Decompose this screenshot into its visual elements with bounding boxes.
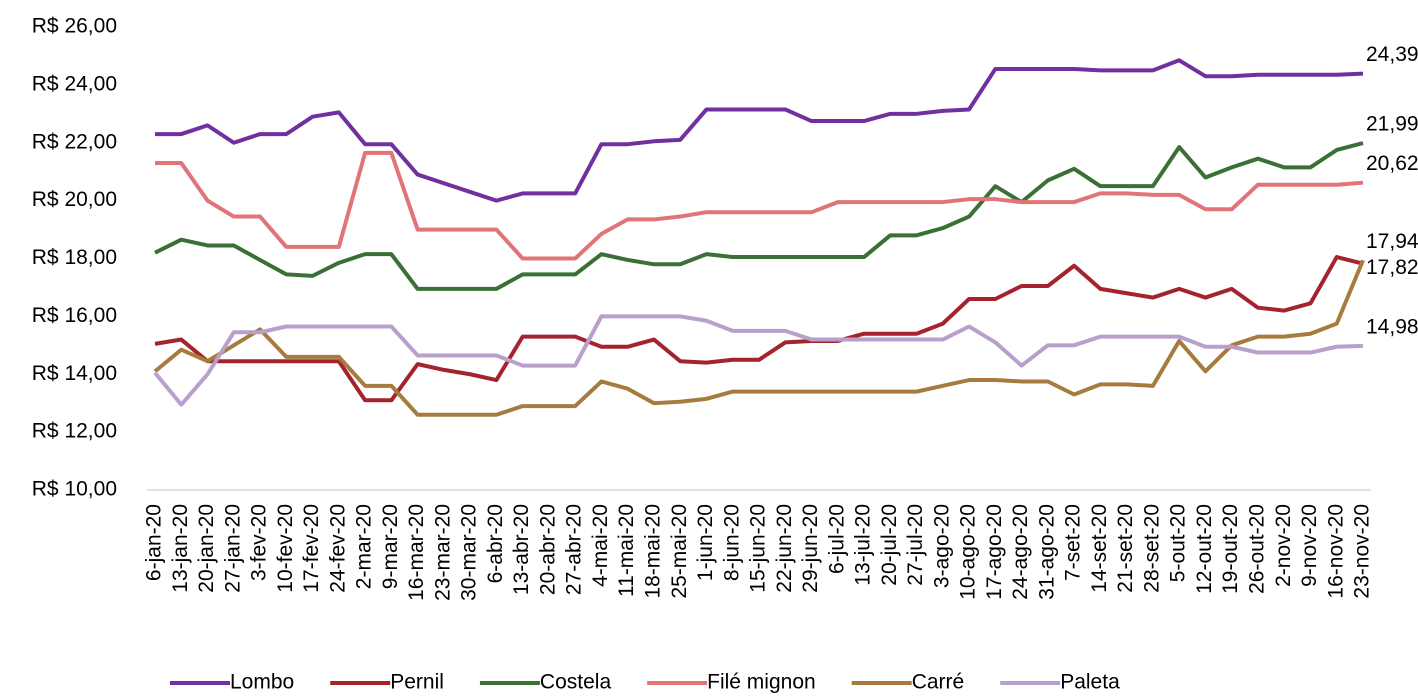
data-label: 20,62 xyxy=(1366,152,1418,175)
x-tick-label: 18-mai-20 xyxy=(642,504,665,599)
legend-label: Filé mignon xyxy=(707,671,816,694)
x-tick-label: 12-out-20 xyxy=(1193,504,1216,594)
x-tick-label: 13-jan-20 xyxy=(169,504,192,593)
x-tick-label: 2-mar-20 xyxy=(353,504,376,589)
series-line xyxy=(153,314,1364,407)
x-tick-label: 23-nov-20 xyxy=(1351,504,1374,599)
x-tick-label: 2-nov-20 xyxy=(1272,504,1295,587)
series-line xyxy=(155,58,1364,203)
x-tick-label: 30-mar-20 xyxy=(458,504,481,601)
series-line xyxy=(154,255,1364,403)
x-tick-label: 13-abr-20 xyxy=(510,504,533,595)
y-tick-label: R$ 10,00 xyxy=(32,478,117,501)
y-tick-label: R$ 24,00 xyxy=(32,72,117,95)
x-tick-label: 27-abr-20 xyxy=(563,504,586,595)
x-tick-label: 6-abr-20 xyxy=(484,504,507,583)
x-tick-label: 9-nov-20 xyxy=(1298,504,1321,587)
y-tick-label: R$ 14,00 xyxy=(32,362,117,385)
x-tick-label: 4-mai-20 xyxy=(589,504,612,587)
series-line xyxy=(155,150,1364,261)
x-tick-label: 1-jun-20 xyxy=(694,504,717,581)
x-tick-label: 24-ago-20 xyxy=(1009,504,1032,600)
y-tick-label: R$ 20,00 xyxy=(32,188,117,211)
x-tick-label: 28-set-20 xyxy=(1140,504,1163,593)
y-tick-label: R$ 12,00 xyxy=(32,420,117,443)
x-tick-label: 24-fev-20 xyxy=(326,504,349,593)
legend-label: Lombo xyxy=(230,671,294,694)
data-label: 17,94 xyxy=(1366,230,1418,253)
x-tick-label: 11-mai-20 xyxy=(615,504,638,597)
data-label: 14,98 xyxy=(1366,315,1418,338)
x-tick-label: 21-set-20 xyxy=(1114,504,1137,593)
x-tick-label: 27-jul-20 xyxy=(904,504,927,586)
x-tick-label: 6-jan-20 xyxy=(143,504,166,581)
x-tick-label: 16-mar-20 xyxy=(405,504,428,601)
x-tick-label: 14-set-20 xyxy=(1088,504,1111,593)
x-tick-label: 3-fev-20 xyxy=(248,504,271,581)
x-tick-label: 25-mai-20 xyxy=(668,504,691,599)
series-line xyxy=(153,259,1365,417)
y-tick-label: R$ 22,00 xyxy=(32,130,117,153)
y-tick-label: R$ 18,00 xyxy=(32,246,117,269)
data-label: 17,82 xyxy=(1366,256,1418,279)
x-tick-label: 27-jan-20 xyxy=(221,504,244,593)
x-tick-label: 20-abr-20 xyxy=(536,504,559,595)
x-tick-label: 20-jul-20 xyxy=(878,504,901,586)
legend-label: Costela xyxy=(540,671,612,694)
y-tick-label: R$ 16,00 xyxy=(32,304,117,327)
legend-label: Pernil xyxy=(390,671,444,694)
x-tick-label: 26-out-20 xyxy=(1246,504,1269,594)
x-tick-label: 15-jun-20 xyxy=(747,504,770,593)
x-tick-label: 17-ago-20 xyxy=(983,504,1006,600)
x-tick-label: 17-fev-20 xyxy=(300,504,323,593)
x-tick-label: 31-ago-20 xyxy=(1035,504,1058,600)
data-label: 24,39 xyxy=(1366,43,1418,66)
x-tick-label: 23-mar-20 xyxy=(431,504,454,601)
x-tick-label: 19-out-20 xyxy=(1219,504,1242,594)
x-tick-label: 10-fev-20 xyxy=(274,504,297,593)
x-tick-label: 16-nov-20 xyxy=(1324,504,1347,599)
legend-label: Paleta xyxy=(1060,671,1120,694)
x-tick-label: 7-set-20 xyxy=(1062,504,1085,581)
x-tick-label: 8-jun-20 xyxy=(720,504,743,581)
x-tick-label: 29-jun-20 xyxy=(799,504,822,593)
x-tick-label: 13-jul-20 xyxy=(852,504,875,586)
x-tick-label: 3-ago-20 xyxy=(930,504,953,588)
x-tick-label: 10-ago-20 xyxy=(957,504,980,600)
x-tick-label: 22-jun-20 xyxy=(773,504,796,593)
y-tick-label: R$ 26,00 xyxy=(32,15,117,38)
legend-label: Carré xyxy=(912,671,965,694)
x-tick-label: 5-out-20 xyxy=(1167,504,1190,582)
series-line xyxy=(154,141,1364,291)
data-label: 21,99 xyxy=(1366,113,1418,136)
x-tick-label: 20-jan-20 xyxy=(195,504,218,593)
x-tick-label: 9-mar-20 xyxy=(379,504,402,589)
x-tick-label: 6-jul-20 xyxy=(825,504,848,574)
